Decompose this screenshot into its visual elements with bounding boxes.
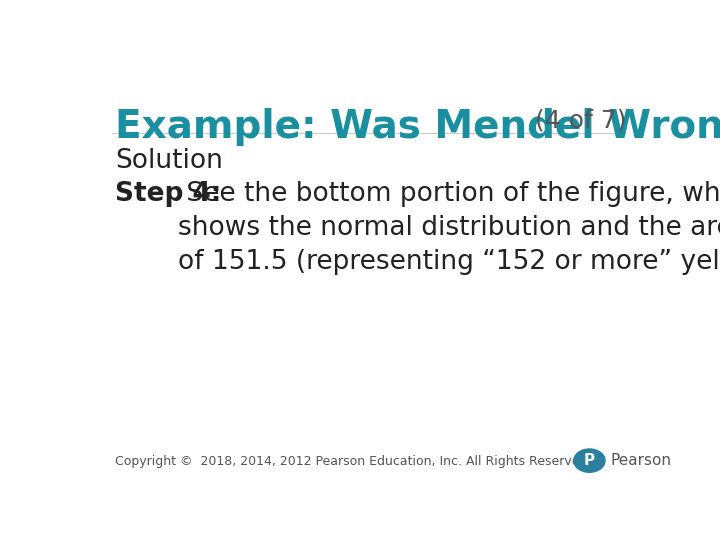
Text: P: P bbox=[584, 453, 595, 468]
Text: Solution: Solution bbox=[115, 148, 223, 174]
Text: (4 of 7): (4 of 7) bbox=[527, 109, 626, 132]
Text: See the bottom portion of the figure, which
shows the normal distribution and th: See the bottom portion of the figure, wh… bbox=[178, 181, 720, 275]
Text: Copyright ©  2018, 2014, 2012 Pearson Education, Inc. All Rights Reserved: Copyright © 2018, 2014, 2012 Pearson Edu… bbox=[115, 455, 588, 468]
Text: Step 4:: Step 4: bbox=[115, 181, 222, 207]
Text: Pearson: Pearson bbox=[611, 453, 672, 468]
Circle shape bbox=[574, 449, 605, 472]
Text: Example: Was Mendel Wrong?: Example: Was Mendel Wrong? bbox=[115, 109, 720, 146]
